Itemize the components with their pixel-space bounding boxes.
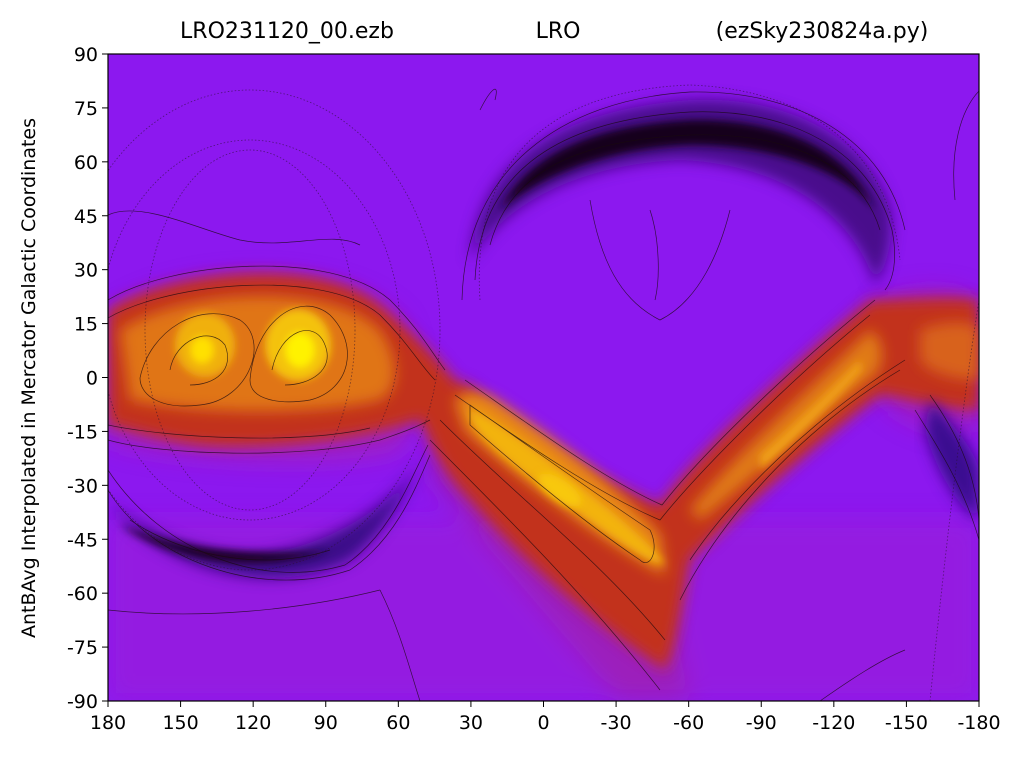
x-tick-label: 180: [90, 712, 126, 734]
y-tick-label: 15: [74, 314, 98, 336]
y-tick-label: 90: [74, 44, 98, 66]
x-tick-label: 90: [314, 712, 338, 734]
y-tick-label: 75: [74, 98, 98, 120]
y-tick-label: -60: [67, 583, 98, 605]
cold-arc-north-core: [500, 119, 875, 210]
y-tick-label: -30: [67, 475, 98, 497]
y-tick-label: -75: [67, 637, 98, 659]
x-tick-label: 30: [459, 712, 483, 734]
x-tick-label: 0: [537, 712, 549, 734]
y-tick-label: -90: [67, 691, 98, 713]
x-axis: 180 150 120 90 60 30 0 -30 -60 -90 -120 -150 -180: [90, 701, 1001, 734]
x-tick-label: -120: [812, 712, 855, 734]
x-tick-label: 120: [235, 712, 271, 734]
title-file: LRO231120_00.ezb: [180, 19, 394, 44]
y-tick-label: -15: [67, 421, 98, 443]
dotted-overlay: [108, 84, 979, 701]
y-tick-label: 0: [86, 368, 98, 390]
title-station: LRO: [536, 19, 581, 44]
y-axis-label: AntBAvg Interpolated in Mercator Galacti…: [18, 118, 40, 638]
y-tick-label: -45: [67, 529, 98, 551]
y-tick-label: 45: [74, 206, 98, 228]
x-tick-label: -90: [746, 712, 777, 734]
x-tick-label: -150: [885, 712, 928, 734]
x-tick-label: 150: [162, 712, 198, 734]
cold-patch-east: [925, 400, 979, 520]
heatmap: [108, 54, 979, 701]
cold-arc-south-core: [120, 525, 330, 564]
contour-lines: [108, 88, 979, 701]
x-tick-label: -30: [601, 712, 632, 734]
y-tick-label: 60: [74, 152, 98, 174]
y-tick-label: 30: [74, 260, 98, 282]
x-tick-label: 60: [386, 712, 410, 734]
x-tick-label: -180: [957, 712, 1000, 734]
y-axis: 90 75 60 45 30 15 0 -15 -30 -45 -60 -75 -90: [67, 44, 108, 713]
title-script: (ezSky230824a.py): [716, 19, 929, 44]
band-peaks: [190, 332, 582, 507]
x-tick-label: -60: [673, 712, 704, 734]
